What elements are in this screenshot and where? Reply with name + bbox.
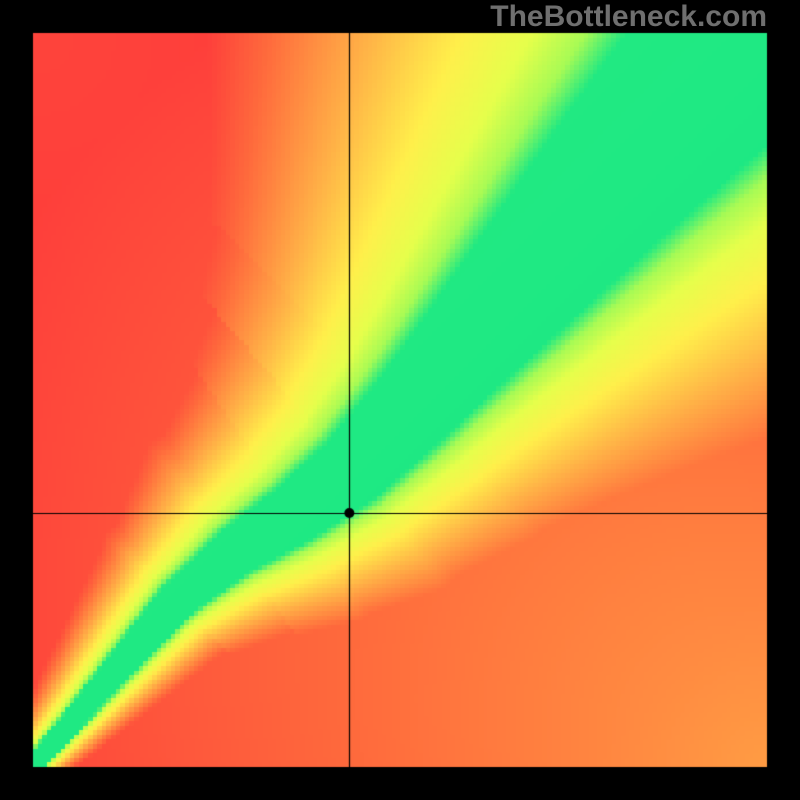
bottleneck-heatmap	[0, 0, 800, 800]
watermark-text: TheBottleneck.com	[490, 0, 767, 34]
